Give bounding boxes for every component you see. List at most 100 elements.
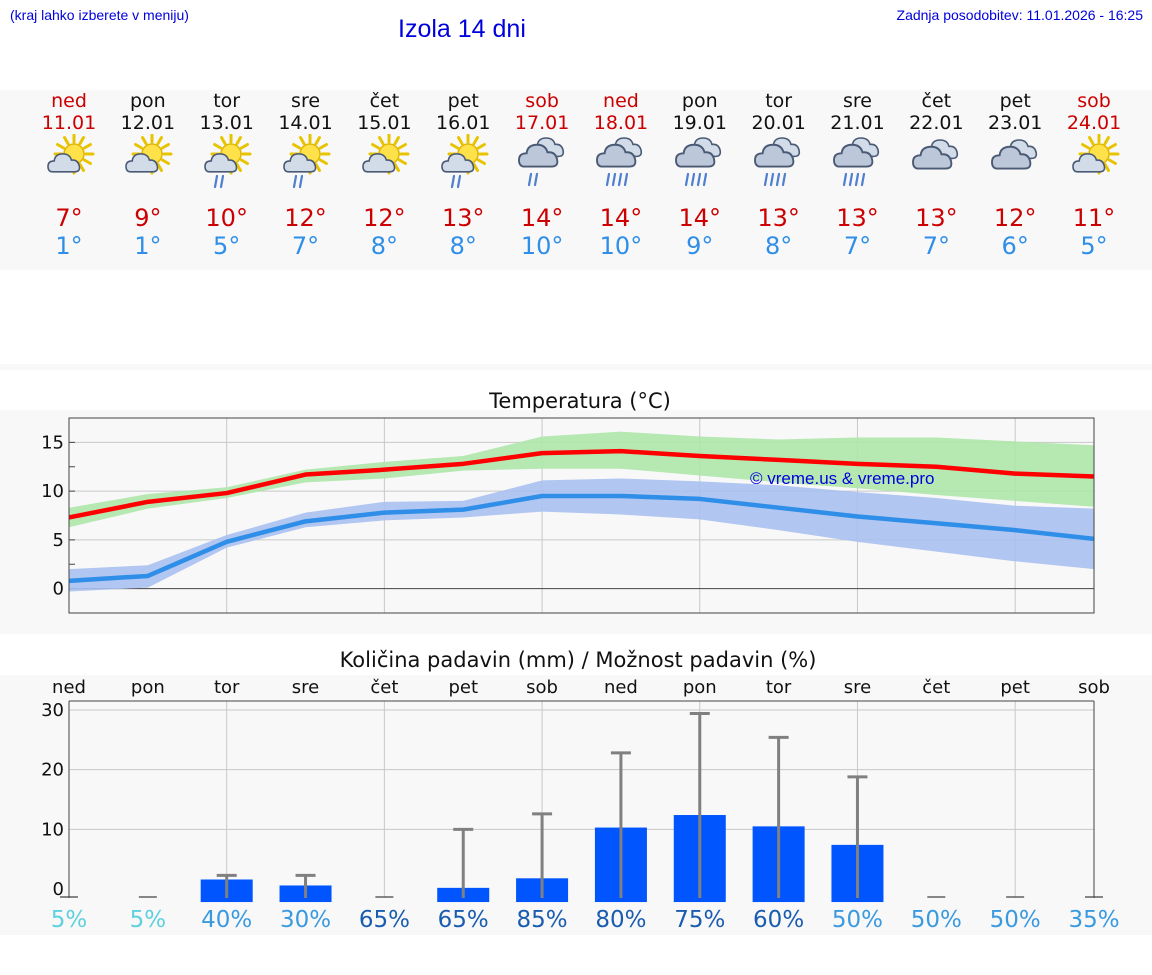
day-name: pon: [681, 90, 718, 112]
day-label: pet: [448, 677, 478, 698]
sun-cloud-rain-icon: [187, 134, 266, 204]
day-date: 22.01: [909, 112, 964, 134]
day-label: sre: [292, 677, 319, 698]
day-label: čet: [922, 677, 950, 698]
day-date: 20.01: [751, 112, 806, 134]
day-date: 19.01: [672, 112, 727, 134]
day-label: sob: [1078, 677, 1110, 698]
day-column: ned 11.01 7° 1°: [30, 90, 109, 260]
min-temperature-line: [68, 493, 1095, 584]
day-name: tor: [765, 90, 793, 112]
max-temperature-band: [69, 431, 1094, 528]
day-name: tor: [213, 90, 241, 112]
day-column: pon 19.01 14° 9°: [660, 90, 739, 260]
min-temperature: 6°: [1001, 232, 1029, 260]
day-label: pon: [131, 677, 165, 698]
day-label: pet: [1000, 677, 1030, 698]
last-updated: Zadnja posodobitev: 11.01.2026 - 16:25: [896, 7, 1143, 23]
daily-forecast-strip: ned 11.01 7° 1° pon 12.01 9° 1° tor 13.01 10° 5° sre…: [0, 90, 1152, 270]
precipitation-probability: 85%: [517, 907, 568, 933]
location-hint: (kraj lahko izberete v meniju): [10, 7, 189, 23]
precipitation-panel: [0, 675, 1152, 935]
day-label: ned: [52, 677, 86, 698]
cloud-heavy-rain-icon: [581, 134, 660, 204]
day-column: ned 18.01 14° 10°: [581, 90, 660, 260]
temperature-chart-title: Temperatura (°C): [488, 389, 671, 413]
day-date: 15.01: [357, 112, 412, 134]
max-temperature: 14°: [520, 204, 564, 232]
day-name: ned: [51, 90, 87, 112]
day-date: 14.01: [278, 112, 333, 134]
precipitation-probability: 80%: [595, 907, 646, 933]
day-column: sre 21.01 13° 7°: [818, 90, 897, 260]
min-temperature: 10°: [520, 232, 564, 260]
day-name: pet: [447, 90, 479, 112]
day-name: čet: [921, 90, 952, 112]
sun-cloud-icon: [345, 134, 424, 204]
day-date: 12.01: [120, 112, 176, 134]
sun-cloud-icon: [108, 134, 187, 204]
max-temperature-line: [68, 448, 1095, 520]
day-column: čet 15.01 12° 8°: [345, 90, 424, 260]
y-tick-label: 0: [53, 579, 64, 600]
temperature-chart: Temperatura (°C) 0 5 10 15 © vreme.us & vreme…: [41, 389, 1095, 614]
max-temperature: 11°: [1072, 204, 1116, 232]
day-date: 13.01: [199, 112, 254, 134]
day-date: 23.01: [987, 112, 1043, 134]
precipitation-probability: 30%: [280, 907, 331, 933]
min-temperature: 5°: [213, 232, 241, 260]
min-temperature: 5°: [1080, 232, 1108, 260]
day-label: tor: [766, 677, 792, 698]
day-name: sre: [291, 90, 321, 112]
precipitation-probability: 35%: [1068, 907, 1119, 933]
day-label: sre: [844, 677, 871, 698]
max-temperature: 13°: [757, 204, 800, 232]
precipitation-probability: 50%: [990, 907, 1041, 933]
sun-cloud-icon: [30, 134, 109, 204]
sun-cloud-icon: [1055, 134, 1134, 204]
day-label: čet: [370, 677, 398, 698]
day-column: pet 23.01 12° 6°: [976, 90, 1055, 260]
day-column: sre 14.01 12° 7°: [266, 90, 345, 260]
day-column: pon 12.01 9° 1°: [108, 90, 187, 260]
precipitation-probability: 50%: [832, 907, 883, 933]
max-temperature: 13°: [441, 204, 485, 232]
day-date: 18.01: [593, 112, 649, 134]
day-name: pet: [999, 90, 1031, 112]
min-temperature: 1°: [55, 232, 83, 260]
day-column: tor 20.01 13° 8°: [739, 90, 818, 260]
cloud-heavy-rain-icon: [818, 134, 897, 204]
precipitation-probability: 50%: [911, 907, 962, 933]
min-temperature: 10°: [599, 232, 643, 260]
cloud-heavy-rain-icon: [739, 134, 818, 204]
min-temperature: 8°: [765, 232, 793, 260]
day-date: 11.01: [41, 112, 97, 134]
precipitation-probability: 65%: [359, 907, 410, 933]
max-temperature: 12°: [993, 204, 1037, 232]
max-temperature: 13°: [836, 204, 879, 232]
day-column: sob 24.01 11° 5°: [1055, 90, 1134, 260]
min-temperature-band: [69, 478, 1094, 592]
min-temperature: 7°: [843, 232, 872, 260]
precipitation-probability: 40%: [201, 907, 252, 933]
y-tick-label: 20: [41, 760, 64, 781]
min-temperature: 9°: [686, 232, 714, 260]
sun-cloud-rain-icon: [266, 134, 345, 204]
day-date: 17.01: [514, 112, 570, 134]
min-temperature: 8°: [370, 232, 399, 260]
precipitation-chart-title: Količina padavin (mm) / Možnost padavin …: [340, 648, 817, 672]
min-temperature: 7°: [291, 232, 320, 260]
day-column: pet 16.01 13° 8°: [424, 90, 503, 260]
max-temperature: 14°: [599, 204, 643, 232]
max-temperature: 12°: [284, 204, 327, 232]
day-date: 16.01: [436, 112, 491, 134]
precipitation-probability: 5%: [51, 907, 88, 933]
y-tick-label: 30: [41, 700, 64, 721]
y-tick-label: 15: [41, 432, 64, 453]
day-label: pon: [683, 677, 717, 698]
day-column: tor 13.01 10° 5°: [187, 90, 266, 260]
precipitation-probability: 5%: [130, 907, 167, 933]
min-temperature: 1°: [134, 232, 162, 260]
day-date: 24.01: [1066, 112, 1122, 134]
separator-strip: [0, 364, 1152, 370]
